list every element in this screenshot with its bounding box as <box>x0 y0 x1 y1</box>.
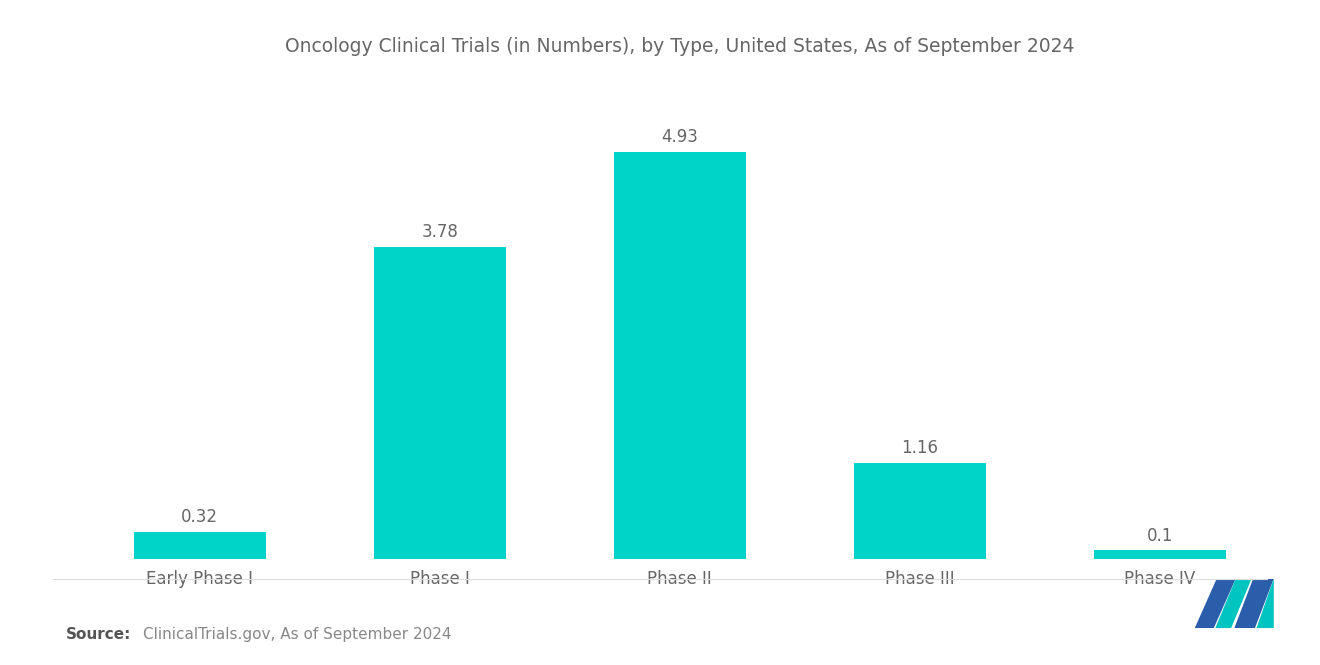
Polygon shape <box>1195 579 1236 628</box>
Text: ClinicalTrials.gov, As of September 2024: ClinicalTrials.gov, As of September 2024 <box>143 626 451 642</box>
Bar <box>1094 551 1226 559</box>
Text: 0.32: 0.32 <box>181 509 218 527</box>
Title: Oncology Clinical Trials (in Numbers), by Type, United States, As of September 2: Oncology Clinical Trials (in Numbers), b… <box>285 37 1074 56</box>
Polygon shape <box>1257 579 1274 628</box>
Bar <box>374 247 506 559</box>
Text: 0.1: 0.1 <box>1147 527 1173 545</box>
Text: 4.93: 4.93 <box>661 128 698 146</box>
Bar <box>854 463 986 559</box>
Text: Source:: Source: <box>66 626 132 642</box>
Polygon shape <box>1216 579 1251 628</box>
Polygon shape <box>1234 579 1274 628</box>
Text: 3.78: 3.78 <box>421 223 458 241</box>
Bar <box>133 532 265 559</box>
Text: 1.16: 1.16 <box>902 439 939 457</box>
Bar <box>614 152 746 559</box>
